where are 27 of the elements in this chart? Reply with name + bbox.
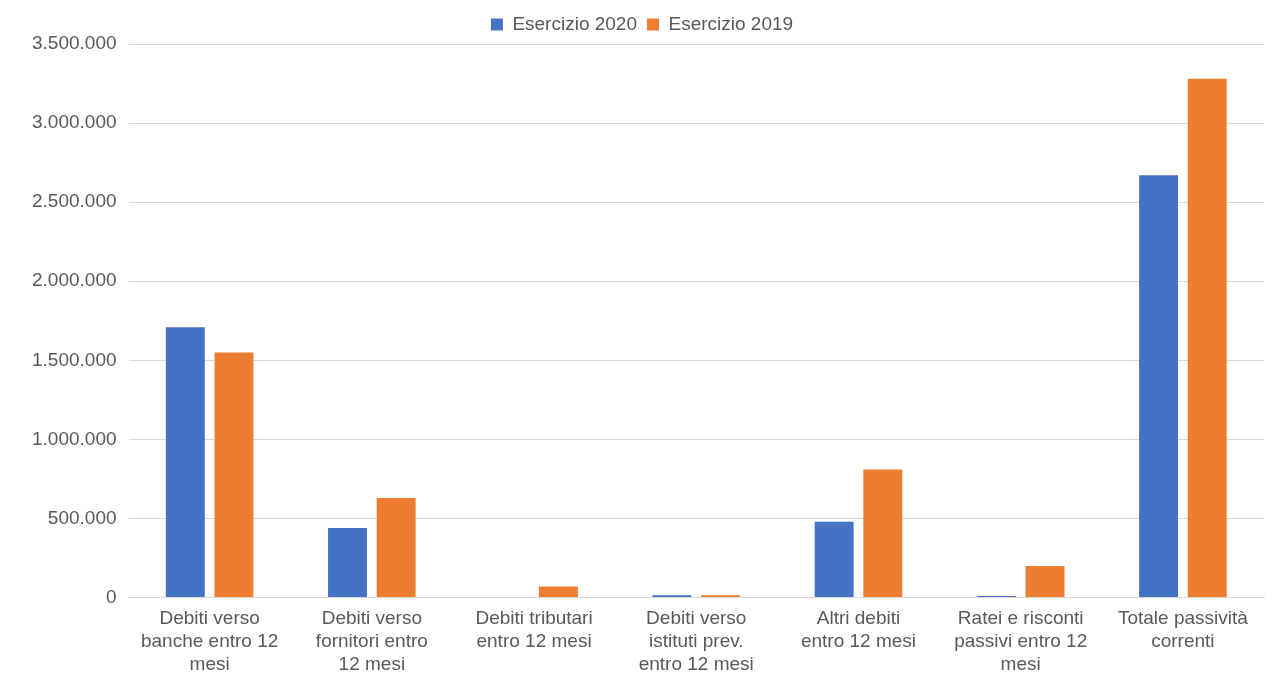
bar: [814, 521, 854, 598]
y-tick-label: 500.000: [47, 506, 117, 528]
bar: [165, 327, 205, 598]
legend-label: Esercizio 2020: [512, 12, 637, 34]
bar: [376, 497, 416, 598]
x-tick-label: Debiti verso banche entro 12 mesi: [140, 607, 279, 674]
y-tick-label: 0: [105, 585, 117, 607]
y-tick-label: 1.500.000: [31, 348, 117, 370]
x-tick-label: Debiti tributari entro 12 mesi: [475, 607, 593, 652]
y-tick-label: 3.500.000: [31, 32, 117, 54]
y-tick-label: 3.000.000: [31, 111, 117, 133]
bar: [214, 352, 254, 598]
bar: [328, 528, 367, 598]
y-tick-label: 2.500.000: [31, 190, 117, 212]
x-tick-label: Altri debiti entro 12 mesi: [800, 607, 917, 652]
x-tick-label: Debiti verso fornitori entro 12 mesi: [315, 607, 428, 674]
y-tick-label: 2.000.000: [31, 269, 117, 291]
bar: [863, 469, 903, 598]
y-tick-label: 1.000.000: [31, 427, 117, 449]
bar: [1025, 565, 1065, 598]
bar: [1187, 78, 1227, 598]
legend-label: Esercizio 2019: [668, 12, 794, 34]
x-tick-label: Ratei e risconti passivi entro 12 mesi: [954, 607, 1088, 674]
bar: [1139, 175, 1179, 598]
x-tick-label: Debiti verso istituti prev. entro 12 mesi: [638, 607, 754, 674]
bar: [538, 586, 578, 598]
x-tick-label: Totale passività correnti: [1117, 607, 1249, 652]
